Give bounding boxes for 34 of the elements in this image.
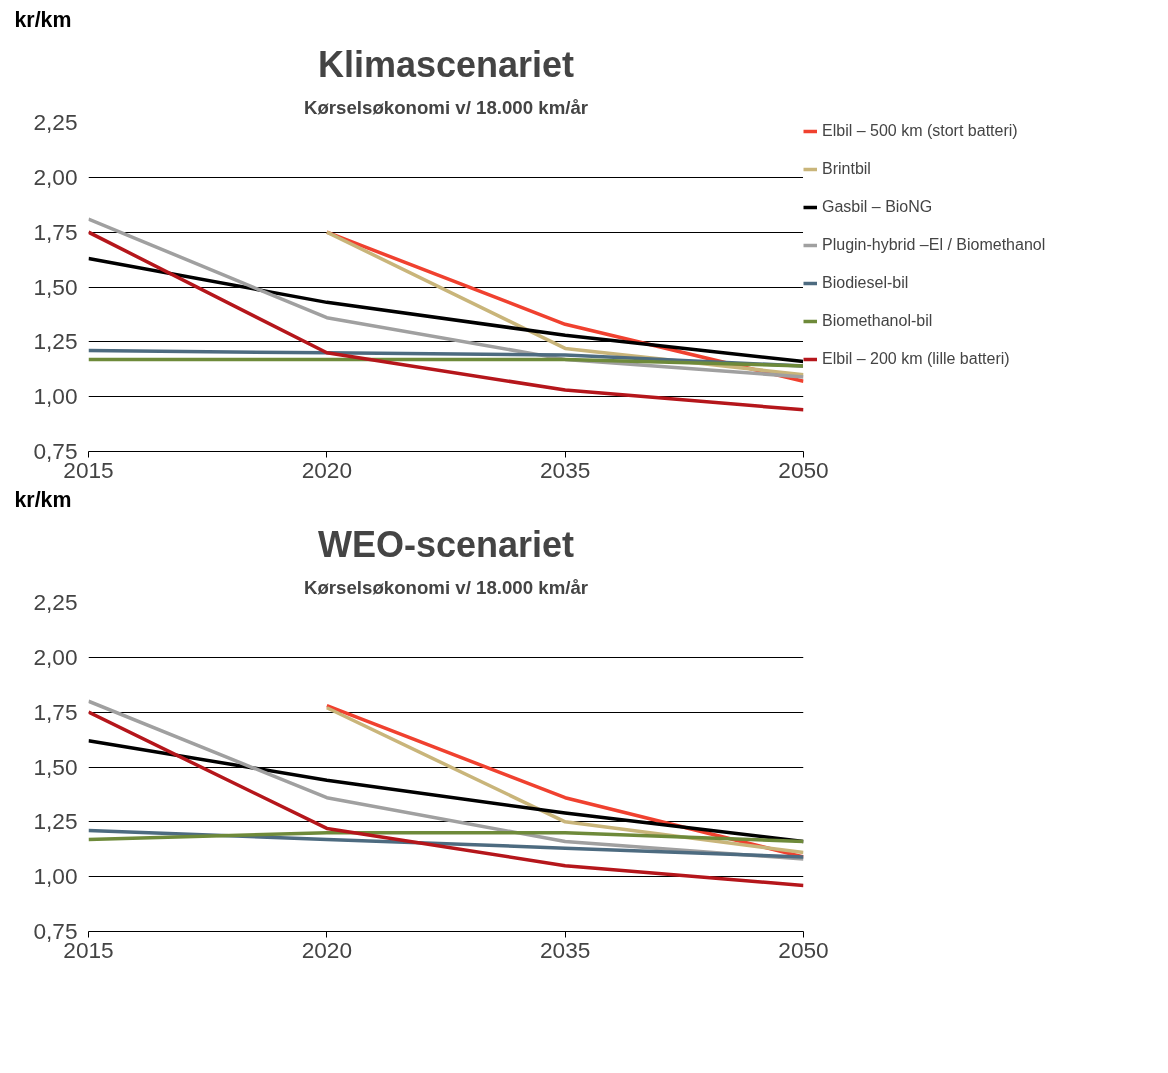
y-tick-label: 2,25 [33,109,78,135]
x-tick-label: 2035 [539,456,591,483]
x-tick-label: 2020 [301,936,353,963]
line-series [88,710,804,888]
y-tick-label: 2,25 [33,589,78,615]
y-tick-label: 1,50 [33,273,78,300]
y-axis-title: kr/km [14,487,72,512]
chart-title: WEO-scenariet [317,523,575,565]
x-tick-label: 2035 [539,936,591,963]
legend-label: Biomethanol-bil [822,312,933,330]
legend-label: Biodiesel-bil [822,274,909,292]
y-tick-label: 1,00 [33,863,78,890]
y-tick-label: 1,50 [33,753,78,780]
chart-subtitle: Kørselsøkonomi v/ 18.000 km/år [303,576,589,598]
y-tick-label: 1,25 [33,808,78,835]
legend-label: Brintbil [822,160,871,178]
legend-label: Elbil – 200 km (lille batteri) [822,350,1010,368]
legend-label: Gasbil – BioNG [822,198,933,216]
line-series [88,230,804,412]
x-tick-label: 2020 [301,456,353,483]
chart-subtitle: Kørselsøkonomi v/ 18.000 km/år [303,96,589,118]
x-tick-label: 2050 [778,456,829,483]
y-tick-label: 1,75 [33,698,78,725]
y-axis-title: kr/km [14,7,72,32]
y-tick-label: 1,00 [33,383,78,410]
legend-label: Elbil – 500 km (stort batteri) [822,122,1018,140]
y-tick-label: 1,75 [33,218,78,245]
y-tick-label: 2,00 [33,643,78,670]
legend-label: Plugin-hybrid –El / Biomethanol [822,236,1046,254]
y-tick-label: 1,25 [33,328,78,355]
line-series [88,217,804,379]
chart-title: Klimascenariet [317,43,575,85]
x-tick-label: 2050 [778,936,829,963]
y-tick-label: 2,00 [33,163,78,190]
